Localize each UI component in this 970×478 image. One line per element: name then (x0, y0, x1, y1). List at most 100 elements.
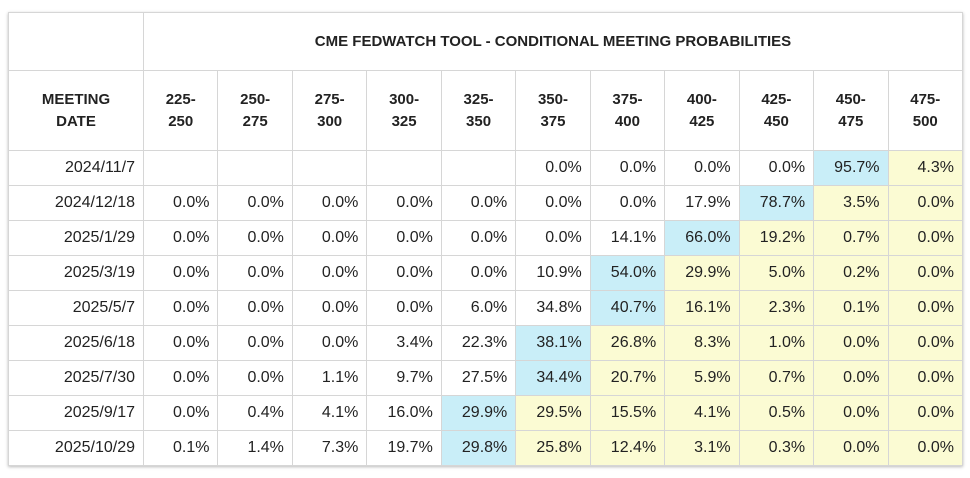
column-header-line: 275 (242, 112, 268, 130)
data-row: 2025/6/18 0.0% 0.0% 0.0% 3.4% 22.3% 38.1% 26.8%… (8, 325, 964, 361)
title-row: CME FEDWATCH TOOL - CONDITIONAL MEETING … (8, 12, 963, 71)
probability-cell: 0.7% (738, 360, 815, 396)
probability-cell (142, 150, 219, 186)
column-header: 425- 450 (738, 70, 815, 151)
probability-cell: 14.1% (589, 220, 666, 256)
data-row: 2025/5/7 0.0% 0.0% 0.0% 0.0% 6.0% 34.8% 40.7% 16… (8, 290, 964, 326)
probability-cell: 20.7% (589, 360, 666, 396)
probability-cell: 3.1% (664, 430, 740, 466)
probability-cell: 0.0% (291, 185, 368, 221)
probability-cell: 0.0% (440, 255, 517, 291)
probability-cell: 4.1% (291, 395, 368, 431)
meeting-date: 2025/9/17 (8, 395, 144, 431)
meeting-date: 2025/6/18 (8, 325, 144, 361)
probability-cell: 19.2% (738, 220, 815, 256)
probability-cell: 0.0% (217, 220, 293, 256)
probability-cell: 0.0% (366, 220, 442, 256)
probability-cell: 0.0% (887, 395, 964, 431)
probability-cell: 29.5% (515, 395, 591, 431)
probability-cell: 3.4% (366, 325, 442, 361)
probability-cell: 0.0% (440, 185, 517, 221)
probability-cell: 16.1% (664, 290, 740, 326)
column-header-line: 300- (389, 90, 420, 108)
column-header-line: 425- (761, 90, 792, 108)
column-header: 300- 325 (366, 70, 442, 151)
probability-cell: 0.0% (291, 220, 368, 256)
probability-table: CME FEDWATCH TOOL - CONDITIONAL MEETING … (8, 12, 964, 466)
probability-cell: 0.0% (142, 325, 219, 361)
column-header: 350- 375 (515, 70, 591, 151)
probability-cell: 0.0% (366, 185, 442, 221)
column-header: 375- 400 (589, 70, 666, 151)
probability-cell: 29.8% (440, 430, 517, 466)
probability-cell: 0.0% (813, 430, 889, 466)
probability-cell: 78.7% (738, 185, 815, 221)
column-header-line: 325- (463, 90, 494, 108)
table: CME FEDWATCH TOOL - CONDITIONAL MEETING … (8, 12, 964, 466)
probability-cell: 0.0% (887, 290, 964, 326)
column-header: 450- 475 (813, 70, 889, 151)
probability-cell: 0.0% (142, 185, 219, 221)
column-header-line: 425 (689, 112, 715, 130)
probability-cell: 34.4% (515, 360, 591, 396)
column-header-line: 350- (537, 90, 568, 108)
data-row: 2025/10/29 0.1% 1.4% 7.3% 19.7% 29.8% 25.8% 12.… (8, 430, 964, 466)
probability-cell: 29.9% (440, 395, 517, 431)
column-header-line: 225- (165, 90, 196, 108)
probability-cell: 0.0% (887, 220, 964, 256)
probability-cell: 10.9% (515, 255, 591, 291)
probability-cell: 0.1% (142, 430, 219, 466)
probability-cell: 16.0% (366, 395, 442, 431)
probability-cell: 0.0% (589, 185, 666, 221)
column-header-line: 250- (240, 90, 271, 108)
probability-cell: 8.3% (664, 325, 740, 361)
probability-cell: 17.9% (664, 185, 740, 221)
probability-cell: 25.8% (515, 430, 591, 466)
column-header-line: 500 (912, 112, 938, 130)
column-header-line: 450 (763, 112, 789, 130)
probability-cell: 0.7% (813, 220, 889, 256)
probability-cell: 9.7% (366, 360, 442, 396)
data-row: 2024/11/7 0.0% 0.0% 0.0% 0.0% 95.7% 4.3% (8, 150, 964, 186)
probability-cell: 0.0% (813, 325, 889, 361)
probability-cell: 0.0% (142, 290, 219, 326)
data-row: 2025/9/17 0.0% 0.4% 4.1% 16.0% 29.9% 29.5% 15.5… (8, 395, 964, 431)
row-header-line: DATE (56, 112, 96, 130)
table-title: CME FEDWATCH TOOL - CONDITIONAL MEETING … (143, 12, 963, 71)
meeting-date: 2024/12/18 (8, 185, 144, 221)
probability-cell: 1.4% (217, 430, 293, 466)
probability-cell: 0.0% (366, 255, 442, 291)
column-header-line: 475- (910, 90, 941, 108)
meeting-date: 2025/1/29 (8, 220, 144, 256)
column-header: 250- 275 (217, 70, 293, 151)
probability-cell: 0.0% (664, 150, 740, 186)
column-header-line: 325 (391, 112, 417, 130)
row-header: MEETING DATE (8, 70, 144, 151)
probability-cell: 29.9% (664, 255, 740, 291)
column-header: 275- 300 (291, 70, 368, 151)
meeting-date: 2024/11/7 (8, 150, 144, 186)
probability-cell: 0.0% (887, 360, 964, 396)
data-row: 2025/3/19 0.0% 0.0% 0.0% 0.0% 0.0% 10.9% 54.0% 2… (8, 255, 964, 291)
probability-cell: 54.0% (589, 255, 666, 291)
probability-cell: 0.0% (515, 220, 591, 256)
probability-cell: 12.4% (589, 430, 666, 466)
probability-cell: 0.0% (217, 255, 293, 291)
probability-cell: 0.0% (291, 325, 368, 361)
column-header-line: 250 (168, 112, 194, 130)
probability-cell: 0.5% (738, 395, 815, 431)
probability-cell: 0.4% (217, 395, 293, 431)
probability-cell: 0.0% (515, 150, 591, 186)
probability-cell: 5.9% (664, 360, 740, 396)
probability-cell: 4.3% (887, 150, 964, 186)
probability-cell: 27.5% (440, 360, 517, 396)
probability-cell: 0.0% (887, 430, 964, 466)
probability-cell: 0.0% (217, 185, 293, 221)
probability-cell: 1.0% (738, 325, 815, 361)
meeting-date: 2025/7/30 (8, 360, 144, 396)
probability-cell: 0.2% (813, 255, 889, 291)
probability-cell (217, 150, 293, 186)
probability-cell: 0.0% (291, 255, 368, 291)
probability-cell: 38.1% (515, 325, 591, 361)
probability-cell: 19.7% (366, 430, 442, 466)
